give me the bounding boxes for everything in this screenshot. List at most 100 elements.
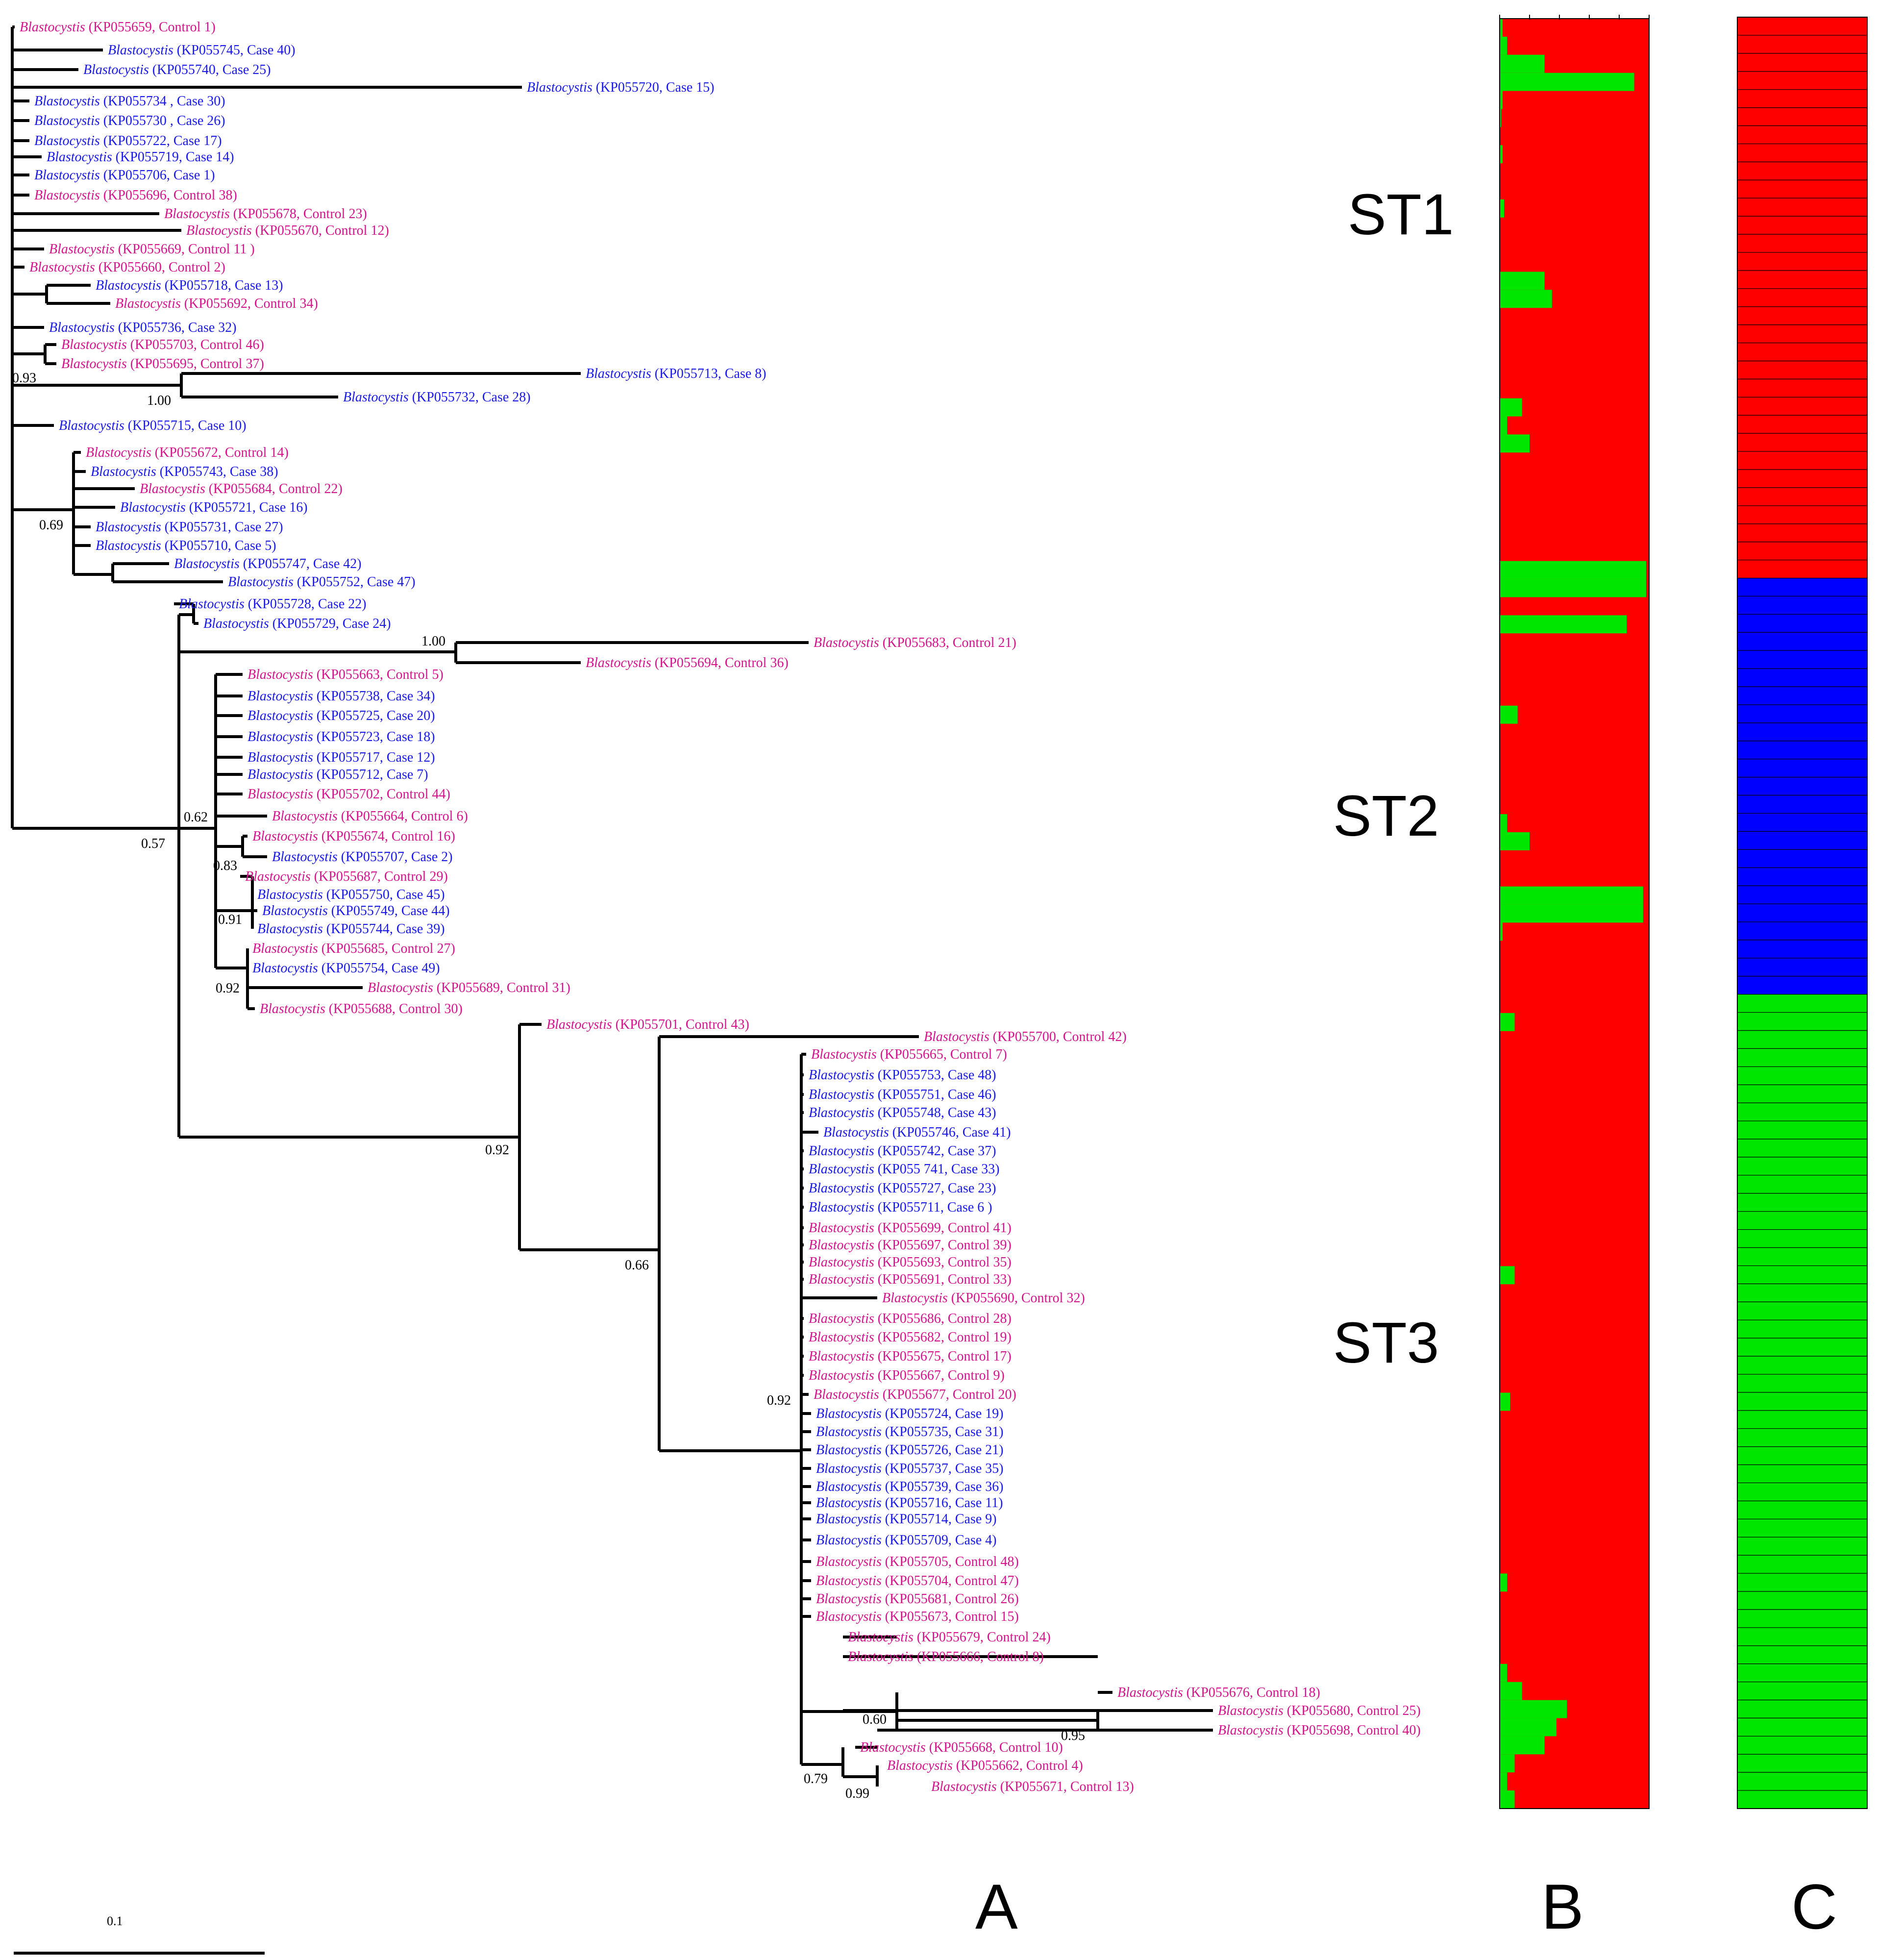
panel-b-green-segment: [1500, 398, 1522, 417]
panel-b-red-segment: [1500, 1320, 1649, 1339]
tree-leaf-label: Blastocystis (KP055711, Case 6 ): [809, 1200, 992, 1215]
panel-b-red-segment: [1500, 651, 1649, 670]
tree-leaf-label: Blastocystis (KP055663, Control 5): [247, 667, 444, 682]
tree-leaf-label: Blastocystis (KP055719, Case 14): [47, 149, 234, 165]
subtype-label-st2: ST2: [1333, 784, 1439, 848]
panel-b-green-segment: [1500, 109, 1502, 127]
panel-b-green-segment: [1500, 705, 1518, 724]
tree-leaf-label: Blastocystis (KP055738, Case 34): [247, 689, 435, 704]
tree-leaf-label: Blastocystis (KP055740, Case 25): [83, 62, 271, 77]
tree-leaf-label: Blastocystis (KP055726, Case 21): [816, 1442, 1004, 1458]
tree-leaf-label: Blastocystis (KP055683, Control 21): [814, 635, 1016, 650]
panel-b-red-segment: [1500, 941, 1649, 959]
support-value: 0.66: [625, 1258, 649, 1273]
panel-b-red-segment: [1500, 398, 1649, 417]
tree-leaf-label: Blastocystis (KP055728, Case 22): [179, 596, 367, 612]
tree-leaf-label: Blastocystis (KP055 741, Case 33): [809, 1162, 1000, 1177]
tree-leaf-label: Blastocystis (KP055754, Case 49): [252, 961, 440, 976]
panel-b-red-segment: [1500, 1031, 1649, 1050]
tree-leaf-label: Blastocystis (KP055665, Control 7): [811, 1047, 1007, 1062]
tree-leaf-label: Blastocystis (KP055743, Case 38): [91, 464, 278, 479]
panel-b-red-segment: [1500, 507, 1649, 525]
panel-b-red-segment: [1500, 1175, 1649, 1194]
panel-b-green-segment: [1500, 832, 1530, 851]
support-value: 0.92: [216, 981, 240, 996]
tree-leaf-label: Blastocystis (KP055718, Case 13): [96, 278, 283, 293]
tree-leaf-label: Blastocystis (KP055710, Case 5): [96, 538, 276, 553]
panel-b-green-segment: [1500, 579, 1646, 598]
panel-b-red-segment: [1500, 1411, 1649, 1429]
panel-b-green-segment: [1500, 91, 1503, 110]
panel-b-red-segment: [1500, 524, 1649, 544]
panel-b-green-segment: [1500, 1736, 1545, 1755]
tree-leaf-label: Blastocystis (KP055723, Case 18): [247, 729, 435, 744]
panel-label-c: C: [1791, 1871, 1837, 1942]
panel-b-red-segment: [1500, 235, 1649, 254]
tree-leaf-label: Blastocystis (KP055703, Control 46): [61, 337, 264, 352]
tree-leaf-label: Blastocystis (KP055702, Control 44): [247, 787, 450, 802]
panel-label-a: A: [975, 1871, 1018, 1942]
panel-b-red-segment: [1500, 489, 1649, 507]
tree-leaf-label: Blastocystis (KP055668, Control 10): [860, 1740, 1063, 1755]
panel-b-red-segment: [1500, 217, 1649, 236]
tree-leaf-label: Blastocystis (KP055745, Case 40): [108, 43, 296, 58]
panel-b-red-segment: [1500, 344, 1649, 363]
support-value: 0.60: [863, 1712, 887, 1727]
tree-leaf-label: Blastocystis (KP055752, Case 47): [228, 574, 416, 590]
subtype-label-st1: ST1: [1348, 182, 1454, 247]
panel-c-band-red: [1737, 17, 1867, 578]
support-value: 0.79: [804, 1771, 828, 1786]
panel-b-red-segment: [1500, 1663, 1649, 1683]
tree-leaf-label: Blastocystis (KP055667, Control 9): [809, 1368, 1005, 1383]
bootstrap-support-values: 0.93 1.00 0.69 0.57 1.00 0.62 0.83 0.91 0.92 0.92…: [12, 371, 1085, 1801]
panel-c-frame: [1737, 17, 1868, 1809]
panel-b-red-segment: [1500, 19, 1649, 37]
panel-b-red-segment: [1500, 1374, 1649, 1393]
tree-leaf-label: Blastocystis (KP055684, Control 22): [140, 481, 343, 496]
panel-b-red-segment: [1500, 1266, 1649, 1285]
tree-leaf-label: Blastocystis (KP055696, Control 38): [34, 188, 237, 203]
tree-leaf-label: Blastocystis (KP055742, Case 37): [809, 1143, 996, 1159]
panel-b-red-segment: [1500, 1392, 1649, 1412]
panel-c-cluster-assignment-plot: [1737, 17, 1868, 1809]
panel-b-green-segment: [1500, 561, 1646, 580]
tree-leaf-label: Blastocystis (KP055697, Control 39): [809, 1238, 1012, 1253]
panel-b-red-segment: [1500, 308, 1649, 326]
tree-leaf-label: Blastocystis (KP055685, Control 27): [252, 941, 455, 956]
panel-b-red-segment: [1500, 1212, 1649, 1231]
panel-b-red-segment: [1500, 1610, 1649, 1628]
tree-leaf-label: Blastocystis (KP055693, Control 35): [809, 1255, 1012, 1270]
tree-leaf-label: Blastocystis (KP055717, Case 12): [247, 750, 435, 765]
support-value: 0.95: [1061, 1728, 1085, 1743]
panel-b-red-segment: [1500, 687, 1649, 706]
tree-leaf-label: Blastocystis (KP055705, Control 48): [816, 1554, 1019, 1569]
tree-leaf-label: Blastocystis (KP055749, Case 44): [262, 903, 450, 918]
panel-b-red-segment: [1500, 1754, 1649, 1773]
tree-leaf-label: Blastocystis (KP055700, Control 42): [924, 1029, 1127, 1044]
panel-b-red-segment: [1500, 1121, 1649, 1140]
tree-leaf-label: Blastocystis (KP055676, Control 18): [1117, 1685, 1320, 1700]
tree-leaf-label: Blastocystis (KP055713, Case 8): [586, 366, 766, 381]
support-value: 0.62: [184, 810, 208, 825]
tree-leaf-label: Blastocystis (KP055704, Control 47): [816, 1573, 1019, 1588]
panel-b-red-segment: [1500, 416, 1649, 435]
tree-leaf-label: Blastocystis (KP055729, Case 24): [203, 616, 391, 631]
phylogenetic-tree-leaves: Blastocystis (KP055659, Control 1) Blasto…: [20, 20, 1421, 1794]
panel-b-green-segment: [1500, 434, 1530, 453]
tree-leaf-label: Blastocystis (KP055724, Case 19): [816, 1406, 1004, 1421]
panel-b-red-segment: [1500, 1429, 1649, 1447]
panel-b-red-segment: [1500, 1646, 1649, 1664]
panel-b-green-segment: [1500, 73, 1634, 92]
tree-leaf-label: Blastocystis (KP055691, Control 33): [809, 1272, 1012, 1287]
tree-leaf-label: Blastocystis (KP055671, Control 13): [931, 1779, 1134, 1794]
panel-b-red-segment: [1500, 705, 1649, 724]
tree-leaf-label: Blastocystis (KP055707, Case 2): [272, 849, 453, 865]
tree-leaf-label: Blastocystis (KP055692, Control 34): [115, 296, 318, 311]
panel-b-red-segment: [1500, 868, 1649, 887]
panel-b-red-segment: [1500, 380, 1649, 399]
panel-b-red-segment: [1500, 1248, 1649, 1266]
tree-leaf-label: Blastocystis (KP055698, Control 40): [1218, 1723, 1421, 1738]
panel-b-red-segment: [1500, 1573, 1649, 1592]
panel-b-red-segment: [1500, 1302, 1649, 1321]
tree-leaf-label: Blastocystis (KP055732, Case 28): [343, 390, 531, 405]
